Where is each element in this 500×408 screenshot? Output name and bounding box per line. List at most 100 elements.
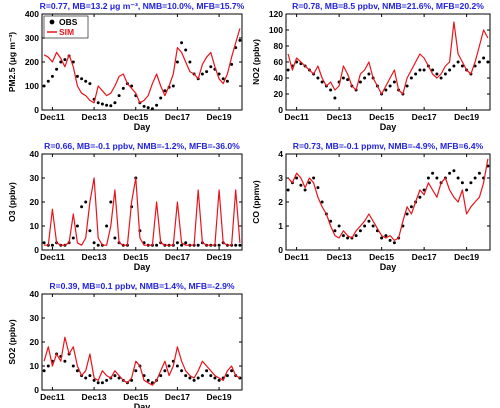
obs-data-point [333, 96, 337, 100]
x-tick-label: Dec15 [123, 112, 148, 122]
obs-data-point [286, 68, 290, 72]
obs-data-point [155, 243, 159, 247]
obs-data-point [418, 68, 422, 72]
obs-data-point [469, 181, 473, 185]
x-tick-label: Dec17 [412, 112, 437, 122]
obs-data-point [171, 84, 175, 88]
obs-data-point [84, 200, 88, 204]
x-tick-label: Dec17 [165, 392, 190, 402]
plot-frame [41, 13, 243, 111]
obs-data-point [205, 70, 209, 74]
chart-panel-2: R=0.78, MB=8.5 ppbv, NMB=21.6%, MFB=20.2… [251, 1, 491, 132]
obs-data-point [431, 68, 435, 72]
obs-data-point [196, 243, 200, 247]
obs-data-point [460, 64, 464, 68]
x-tick-label: Dec17 [412, 252, 437, 262]
plot-area [42, 176, 242, 247]
plot-frame [41, 153, 243, 251]
obs-data-point [371, 224, 375, 228]
x-tick-label: Dec19 [454, 252, 479, 262]
sim-series-line [287, 21, 489, 95]
obs-data-point [329, 219, 333, 223]
x-tick-label: Dec11 [40, 112, 65, 122]
y-axis-label: SO2 (ppbv) [7, 319, 17, 365]
legend-obs-label: OBS [59, 17, 78, 27]
x-axis-label: Day [380, 262, 397, 272]
obs-data-point [175, 241, 179, 245]
obs-data-point [196, 376, 200, 380]
obs-data-point [159, 96, 163, 100]
obs-data-point [221, 77, 225, 81]
plot-frame [41, 293, 243, 391]
obs-data-point [155, 103, 159, 107]
y-tick-label: 30 [30, 313, 40, 323]
plot-area [42, 28, 242, 110]
obs-data-point [452, 169, 456, 173]
y-tick-label: 30 [30, 173, 40, 183]
obs-data-point [180, 369, 184, 373]
obs-data-point [238, 38, 242, 42]
obs-data-point [422, 188, 426, 192]
y-tick-label: 40 [30, 289, 40, 299]
obs-data-point [46, 79, 50, 83]
obs-data-point [465, 188, 469, 192]
obs-data-point [443, 72, 447, 76]
plot-frame [285, 13, 491, 111]
sim-series-line [44, 177, 241, 246]
obs-data-point [482, 56, 486, 60]
obs-data-point [358, 229, 362, 233]
obs-data-point [299, 183, 303, 187]
obs-data-point [146, 106, 150, 110]
y-tick-label: 0 [34, 385, 39, 395]
chart-panel-1: R=0.77, MB=13.2 μg m⁻³, NMB=10.0%, MFB=1… [7, 1, 245, 132]
obs-data-point [431, 171, 435, 175]
obs-data-point [238, 243, 242, 247]
obs-data-point [456, 176, 460, 180]
obs-data-point [286, 188, 290, 192]
obs-data-point [363, 76, 367, 80]
obs-data-point [42, 241, 46, 245]
y-tick-label: 20 [274, 89, 284, 99]
obs-data-point [452, 64, 456, 68]
x-tick-label: Dec11 [284, 252, 309, 262]
obs-data-point [63, 58, 67, 62]
x-tick-label: Dec11 [284, 112, 309, 122]
obs-data-point [209, 65, 213, 69]
obs-data-point [100, 381, 104, 385]
y-tick-label: 4 [278, 149, 283, 159]
x-tick-label: Dec13 [82, 252, 107, 262]
chart-panel-5: R=0.39, MB=0.1 ppbv, NMB=1.4%, MFB=-2.9%… [7, 281, 243, 408]
y-tick-label: 400 [25, 9, 39, 19]
obs-data-point [200, 72, 204, 76]
x-tick-label: Dec19 [454, 112, 479, 122]
y-tick-label: 10 [30, 361, 40, 371]
obs-data-point [200, 374, 204, 378]
obs-data-point [134, 369, 138, 373]
obs-data-point [159, 374, 163, 378]
obs-data-point [422, 68, 426, 72]
y-tick-label: 0 [34, 245, 39, 255]
y-tick-label: 120 [269, 9, 283, 19]
obs-data-point [71, 364, 75, 368]
obs-data-point [367, 219, 371, 223]
stats-header: R=0.77, MB=13.2 μg m⁻³, NMB=10.0%, MFB=1… [40, 1, 245, 11]
plot-area [42, 336, 242, 386]
obs-data-point [50, 74, 54, 78]
y-tick-label: 20 [30, 337, 40, 347]
obs-data-point [460, 181, 464, 185]
chart-panels: R=0.77, MB=13.2 μg m⁻³, NMB=10.0%, MFB=1… [7, 1, 491, 408]
plot-area [286, 21, 490, 100]
chart-panel-4: R=0.73, MB=-0.1 ppmv, NMB=-4.9%, MFB=6.4… [251, 141, 491, 272]
obs-data-point [307, 181, 311, 185]
stats-header: R=0.78, MB=8.5 ppbv, NMB=21.6%, MFB=20.2… [292, 1, 484, 11]
obs-data-point [217, 378, 221, 382]
obs-data-point [105, 378, 109, 382]
obs-data-point [180, 41, 184, 45]
y-axis-label: CO (ppmv) [251, 180, 261, 224]
obs-data-point [225, 374, 229, 378]
y-tick-label: 3 [278, 173, 283, 183]
obs-data-point [105, 103, 109, 107]
obs-data-point [88, 374, 92, 378]
x-axis-label: Day [134, 122, 151, 132]
y-axis-label: NO2 (ppbv) [251, 39, 261, 85]
